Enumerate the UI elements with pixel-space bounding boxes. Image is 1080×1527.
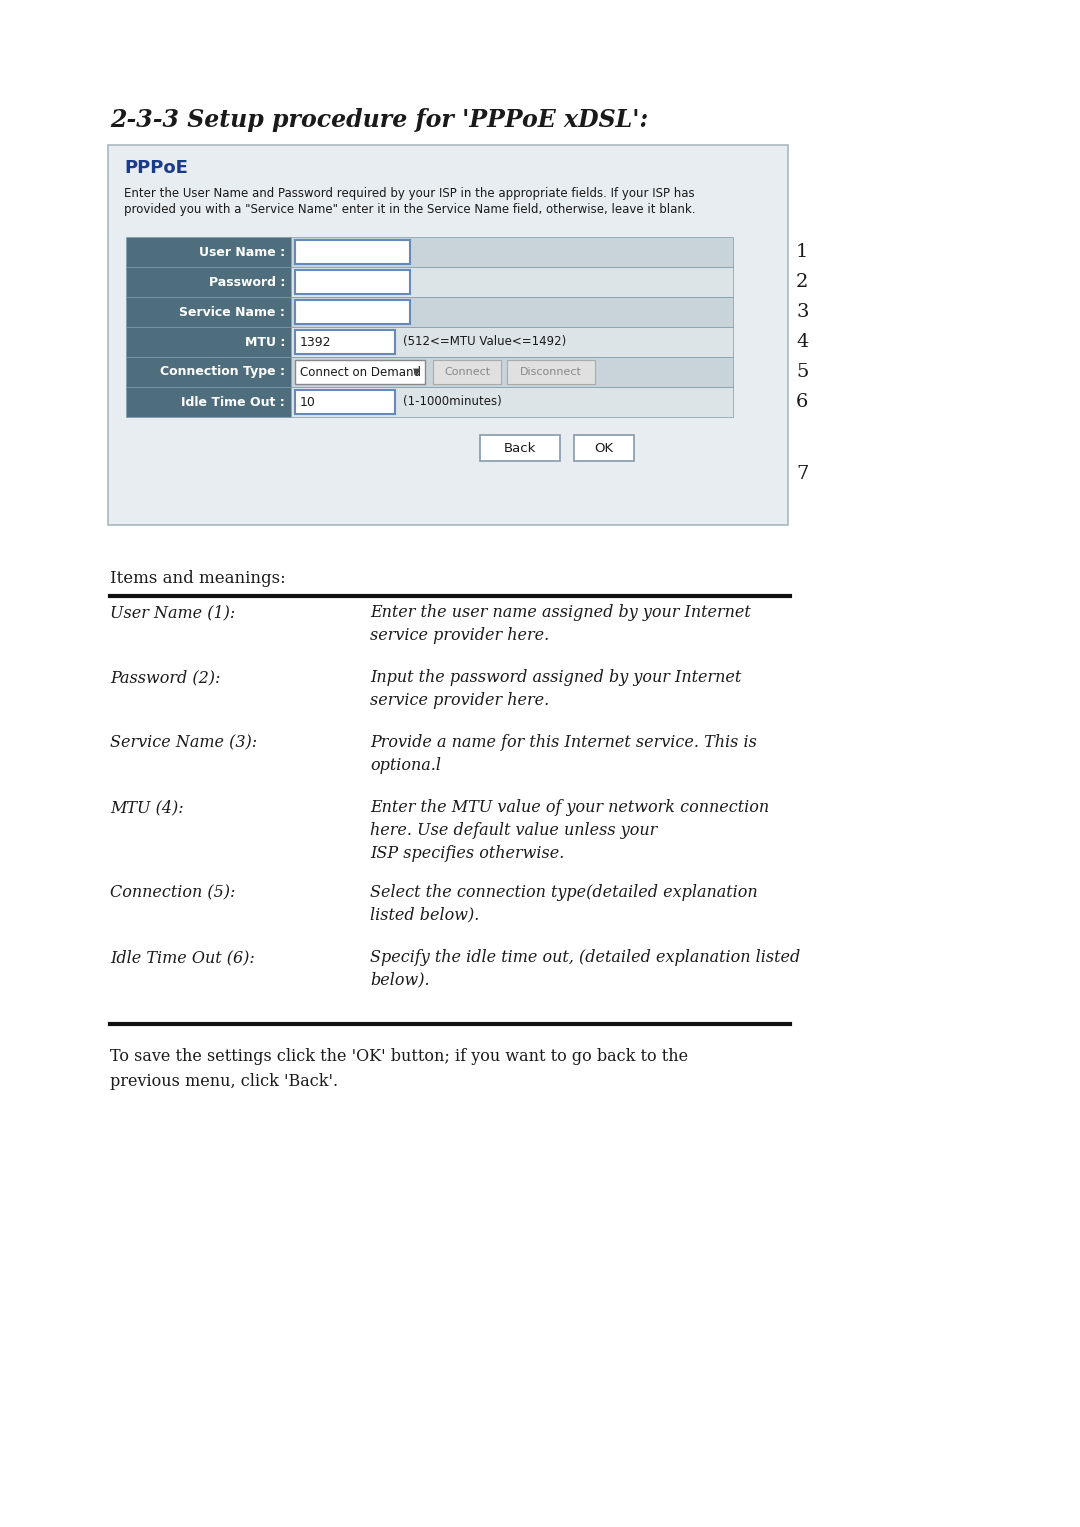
Bar — [291, 357, 733, 386]
Bar — [295, 360, 426, 383]
Text: 7: 7 — [796, 466, 808, 483]
Text: Connect on Demand: Connect on Demand — [300, 365, 421, 379]
Text: Service Name (3):: Service Name (3): — [110, 734, 257, 751]
Text: To save the settings click the 'OK' button; if you want to go back to the: To save the settings click the 'OK' butt… — [110, 1048, 688, 1064]
Bar — [126, 237, 291, 267]
Text: 5: 5 — [796, 363, 808, 382]
Text: Input the password assigned by your Internet
service provider here.: Input the password assigned by your Inte… — [370, 669, 741, 709]
Text: Connection (5):: Connection (5): — [110, 884, 235, 901]
Bar — [507, 360, 595, 383]
Bar — [295, 299, 410, 324]
Text: Back: Back — [503, 441, 536, 455]
Text: PPPoE: PPPoE — [124, 159, 188, 177]
Text: 3: 3 — [796, 302, 809, 321]
Bar — [433, 360, 501, 383]
Text: Enter the user name assigned by your Internet
service provider here.: Enter the user name assigned by your Int… — [370, 605, 751, 644]
Text: User Name (1):: User Name (1): — [110, 605, 235, 621]
Text: 1392: 1392 — [300, 336, 332, 348]
Bar — [126, 386, 291, 417]
Text: 10: 10 — [300, 395, 315, 409]
Bar — [480, 435, 561, 461]
Text: 2-3-3 Setup procedure for 'PPPoE xDSL':: 2-3-3 Setup procedure for 'PPPoE xDSL': — [110, 108, 648, 131]
Text: Enter the MTU value of your network connection
here. Use default value unless yo: Enter the MTU value of your network conn… — [370, 799, 769, 861]
Text: Password (2):: Password (2): — [110, 669, 220, 686]
Bar — [126, 267, 291, 296]
Text: Disconnect: Disconnect — [521, 366, 582, 377]
Bar — [108, 145, 788, 525]
Text: User Name :: User Name : — [199, 246, 285, 258]
Text: Service Name :: Service Name : — [179, 305, 285, 319]
Bar — [295, 389, 395, 414]
Bar — [126, 327, 291, 357]
Bar — [573, 435, 634, 461]
Bar — [291, 237, 733, 267]
Text: Idle Time Out (6):: Idle Time Out (6): — [110, 948, 255, 967]
Text: ▼: ▼ — [414, 366, 421, 377]
Bar — [291, 327, 733, 357]
Text: 4: 4 — [796, 333, 808, 351]
Text: Password :: Password : — [208, 275, 285, 289]
Text: MTU :: MTU : — [245, 336, 285, 348]
Text: (1-1000minutes): (1-1000minutes) — [403, 395, 502, 409]
Bar — [291, 267, 733, 296]
Bar — [291, 296, 733, 327]
Text: Connect: Connect — [444, 366, 490, 377]
Text: Idle Time Out :: Idle Time Out : — [181, 395, 285, 409]
Bar — [295, 270, 410, 295]
Bar — [126, 357, 291, 386]
Text: 2: 2 — [796, 273, 808, 292]
Text: 1: 1 — [796, 243, 808, 261]
Bar — [295, 240, 410, 264]
Text: MTU (4):: MTU (4): — [110, 799, 184, 815]
Bar — [295, 330, 395, 354]
Text: OK: OK — [594, 441, 613, 455]
Text: Enter the User Name and Password required by your ISP in the appropriate fields.: Enter the User Name and Password require… — [124, 186, 694, 200]
Text: 6: 6 — [796, 392, 808, 411]
Text: Specify the idle time out, (detailed explanation listed
below).: Specify the idle time out, (detailed exp… — [370, 948, 800, 989]
Bar — [291, 386, 733, 417]
Text: Items and meanings:: Items and meanings: — [110, 570, 286, 586]
Text: Connection Type :: Connection Type : — [160, 365, 285, 379]
Text: Select the connection type(detailed explanation
listed below).: Select the connection type(detailed expl… — [370, 884, 758, 924]
Text: previous menu, click 'Back'.: previous menu, click 'Back'. — [110, 1073, 338, 1090]
Bar — [126, 296, 291, 327]
Text: (512<=MTU Value<=1492): (512<=MTU Value<=1492) — [403, 336, 566, 348]
Text: provided you with a "Service Name" enter it in the Service Name field, otherwise: provided you with a "Service Name" enter… — [124, 203, 696, 215]
Text: Provide a name for this Internet service. This is
optiona.l: Provide a name for this Internet service… — [370, 734, 757, 774]
